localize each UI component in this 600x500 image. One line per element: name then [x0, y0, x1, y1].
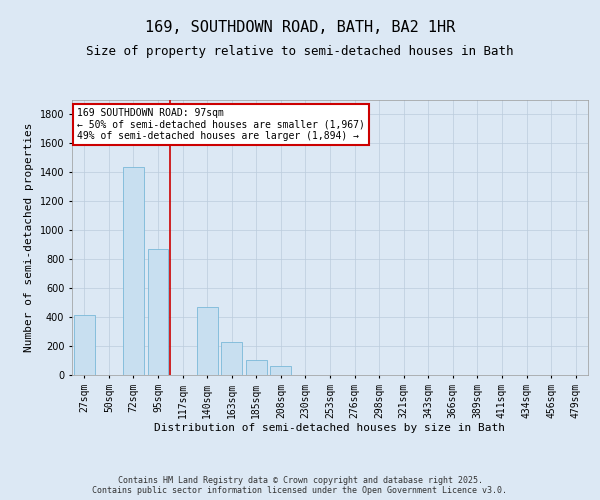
Text: 169 SOUTHDOWN ROAD: 97sqm
← 50% of semi-detached houses are smaller (1,967)
49% : 169 SOUTHDOWN ROAD: 97sqm ← 50% of semi-… — [77, 108, 365, 142]
Bar — [148, 249, 169, 375]
Text: 169, SOUTHDOWN ROAD, BATH, BA2 1HR: 169, SOUTHDOWN ROAD, BATH, BA2 1HR — [145, 20, 455, 35]
Bar — [221, 342, 242, 375]
Bar — [271, 366, 292, 375]
X-axis label: Distribution of semi-detached houses by size in Bath: Distribution of semi-detached houses by … — [155, 424, 505, 434]
Bar — [246, 360, 267, 375]
Bar — [74, 315, 95, 375]
Text: Contains HM Land Registry data © Crown copyright and database right 2025.
Contai: Contains HM Land Registry data © Crown c… — [92, 476, 508, 495]
Text: Size of property relative to semi-detached houses in Bath: Size of property relative to semi-detach… — [86, 45, 514, 58]
Y-axis label: Number of semi-detached properties: Number of semi-detached properties — [24, 122, 34, 352]
Bar — [197, 307, 218, 375]
Bar — [123, 166, 144, 375]
